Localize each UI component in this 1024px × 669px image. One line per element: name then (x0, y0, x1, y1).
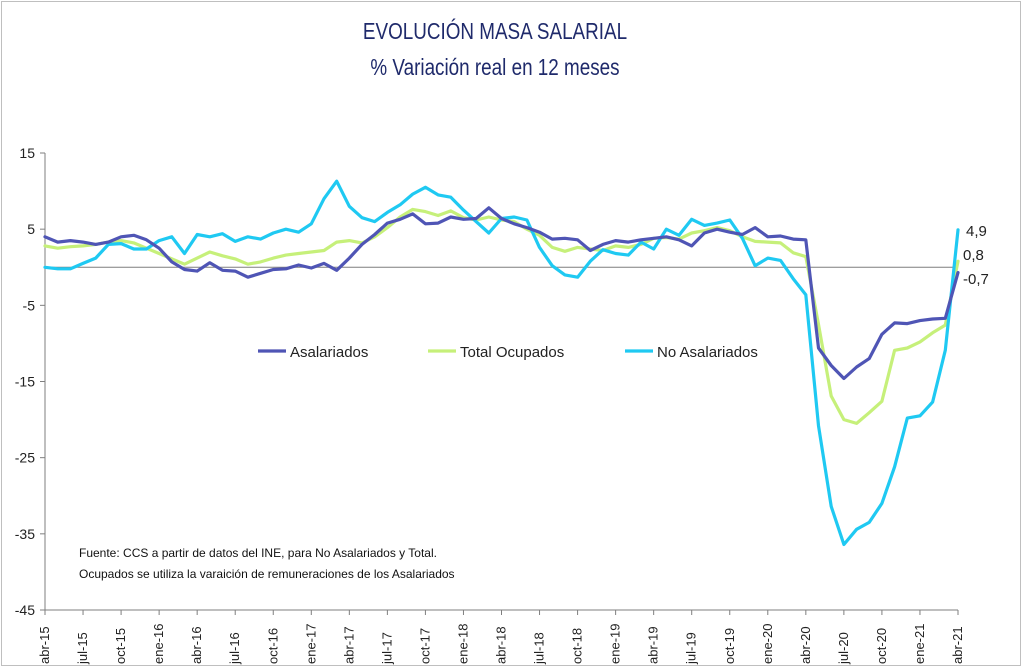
x-tick-label: oct-16 (265, 628, 280, 664)
end-label: 4,9 (966, 223, 987, 240)
x-tick-label: jul-18 (532, 632, 547, 665)
x-tick-label: oct-15 (113, 628, 128, 664)
x-tick-label: ene-20 (760, 624, 775, 664)
end-labels: 4,9 0,8 -0,7 (963, 223, 989, 288)
x-tick-label: ene-19 (608, 624, 623, 664)
legend-item: Total Ocupados (428, 344, 564, 361)
series-line-total-ocupados (43, 207, 960, 425)
source-note-line: Ocupados se utiliza la varaición de remu… (79, 567, 455, 581)
x-tick-label: abr-19 (646, 626, 661, 664)
x-tick-label: jul-15 (75, 632, 90, 665)
x-tick-label: ene-16 (151, 624, 166, 664)
x-tick-label: abr-20 (798, 626, 813, 664)
x-tick-label: oct-18 (570, 628, 585, 664)
y-tick-label: 15 (19, 145, 35, 161)
series-line-no-asalariados (43, 179, 960, 547)
series-line-asalariados (43, 206, 960, 381)
x-tick-label: oct-19 (722, 628, 737, 664)
chart-title: EVOLUCIÓN MASA SALARIAL (362, 18, 628, 44)
x-tick-label: ene-17 (303, 624, 318, 664)
x-tick-label: oct-20 (874, 628, 889, 664)
x-tick-label: jul-17 (379, 632, 394, 665)
chart-subtitle: % Variación real en 12 meses (370, 54, 620, 80)
x-tick-label: jul-16 (227, 632, 242, 665)
y-tick-label: 5 (27, 221, 35, 237)
x-tick-label: abr-21 (950, 626, 965, 664)
x-tick-label: abr-15 (37, 626, 52, 664)
end-label: -0,7 (963, 271, 989, 288)
legend-item: No Asalariados (625, 344, 758, 361)
x-tick-label: ene-21 (912, 624, 927, 664)
x-tick-label: jul-20 (836, 632, 851, 665)
x-tick-label: ene-18 (455, 624, 470, 664)
end-label: 0,8 (963, 247, 984, 264)
legend-label: No Asalariados (657, 344, 758, 361)
legend-label: Asalariados (290, 344, 368, 361)
x-tick-label: jul-19 (684, 632, 699, 665)
legend: Asalariados Total Ocupados No Asalariados (258, 344, 758, 361)
legend-item: Asalariados (258, 344, 368, 361)
x-tick-label: abr-16 (189, 626, 204, 664)
y-tick-label: -35 (15, 526, 35, 542)
series-lines (43, 179, 960, 547)
source-note-line: Fuente: CCS a partir de datos del INE, p… (79, 546, 437, 560)
x-tick-label: oct-17 (417, 628, 432, 664)
y-tick-label: -25 (15, 450, 35, 466)
x-tick-label: abr-18 (494, 626, 509, 664)
y-tick-label: -15 (15, 374, 35, 390)
y-tick-label: -5 (23, 297, 36, 313)
x-tick-label: abr-17 (341, 626, 356, 664)
legend-label: Total Ocupados (460, 344, 564, 361)
source-note: Fuente: CCS a partir de datos del INE, p… (79, 546, 455, 581)
y-tick-label: -45 (15, 602, 35, 618)
